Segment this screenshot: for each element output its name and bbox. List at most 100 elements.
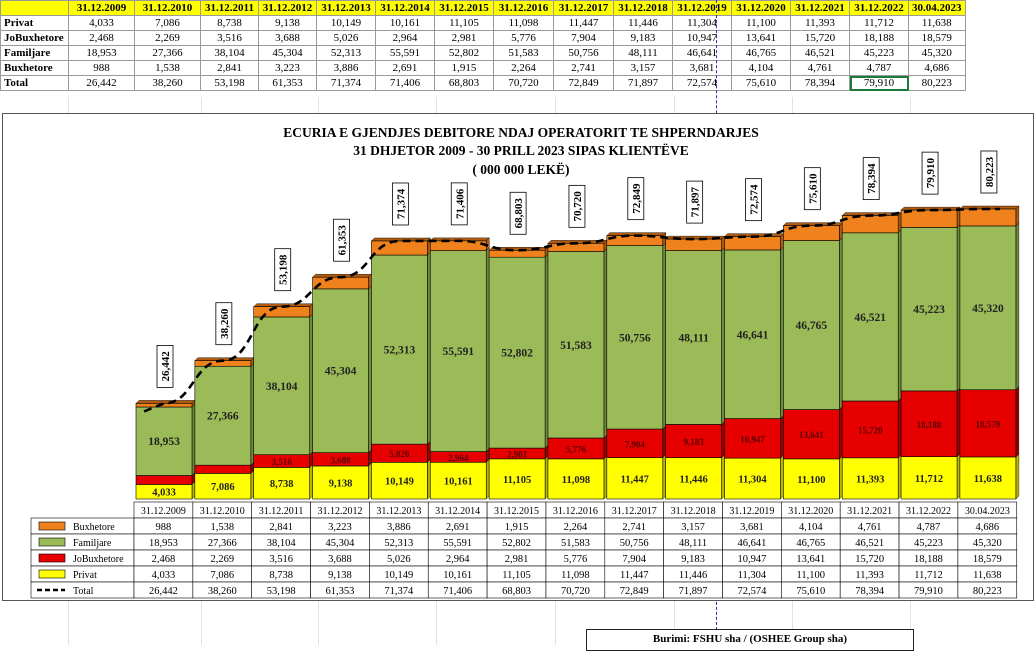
sheet-cell[interactable]: 18,953 bbox=[68, 45, 135, 61]
sheet-cell[interactable]: 50,756 bbox=[553, 45, 614, 61]
sheet-cell[interactable]: 78,394 bbox=[790, 75, 850, 91]
sheet-row-label[interactable]: Buxhetore bbox=[0, 60, 69, 76]
sheet-cell[interactable]: 71,406 bbox=[375, 75, 435, 91]
sheet-cell[interactable]: 2,981 bbox=[434, 30, 494, 46]
sheet-row-label[interactable]: Privat bbox=[0, 15, 69, 31]
sheet-cell[interactable]: 2,264 bbox=[493, 60, 554, 76]
sheet-corner-cell[interactable] bbox=[0, 0, 69, 16]
sheet-cell[interactable]: 9,183 bbox=[613, 30, 673, 46]
sheet-cell[interactable]: 2,468 bbox=[68, 30, 135, 46]
sheet-header-cell[interactable]: 31.12.2010 bbox=[134, 0, 201, 16]
sheet-cell[interactable]: 4,686 bbox=[908, 60, 966, 76]
table-cell-value: 72,849 bbox=[620, 586, 649, 597]
sheet-header-cell[interactable]: 31.12.2013 bbox=[316, 0, 376, 16]
sheet-header-cell[interactable]: 31.12.2021 bbox=[790, 0, 850, 16]
sheet-cell[interactable]: 11,446 bbox=[613, 15, 673, 31]
sheet-cell[interactable]: 4,104 bbox=[731, 60, 791, 76]
sheet-cell[interactable]: 988 bbox=[68, 60, 135, 76]
sheet-cell[interactable]: 18,579 bbox=[908, 30, 966, 46]
sheet-cell[interactable]: 7,904 bbox=[553, 30, 614, 46]
sheet-header-cell[interactable]: 31.12.2014 bbox=[375, 0, 435, 16]
sheet-cell[interactable]: 45,223 bbox=[849, 45, 909, 61]
sheet-cell[interactable]: 48,111 bbox=[613, 45, 673, 61]
sheet-cell[interactable]: 1,538 bbox=[134, 60, 201, 76]
sheet-cell[interactable]: 55,591 bbox=[375, 45, 435, 61]
sheet-cell[interactable]: 75,610 bbox=[731, 75, 791, 91]
sheet-cell[interactable]: 3,688 bbox=[258, 30, 317, 46]
sheet-header-cell[interactable]: 31.12.2022 bbox=[849, 0, 909, 16]
sheet-cell[interactable]: 11,098 bbox=[493, 15, 554, 31]
sheet-cell[interactable]: 45,304 bbox=[258, 45, 317, 61]
sheet-header-cell[interactable]: 31.12.2012 bbox=[258, 0, 317, 16]
sheet-cell[interactable]: 61,353 bbox=[258, 75, 317, 91]
sheet-cell[interactable]: 72,574 bbox=[672, 75, 732, 91]
sheet-cell[interactable]: 1,915 bbox=[434, 60, 494, 76]
selected-cell[interactable]: 79,910 bbox=[849, 75, 909, 91]
bar-segment-side bbox=[662, 242, 666, 430]
sheet-header-cell[interactable]: 31.12.2015 bbox=[434, 0, 494, 16]
sheet-cell[interactable]: 5,776 bbox=[493, 30, 554, 46]
sheet-cell[interactable]: 11,304 bbox=[672, 15, 732, 31]
sheet-cell[interactable]: 11,712 bbox=[849, 15, 909, 31]
sheet-cell[interactable]: 3,681 bbox=[672, 60, 732, 76]
sheet-cell[interactable]: 72,849 bbox=[553, 75, 614, 91]
sheet-cell[interactable]: 10,161 bbox=[375, 15, 435, 31]
sheet-cell[interactable]: 7,086 bbox=[134, 15, 201, 31]
sheet-header-cell[interactable]: 31.12.2020 bbox=[731, 0, 791, 16]
sheet-cell[interactable]: 18,188 bbox=[849, 30, 909, 46]
sheet-cell[interactable]: 4,033 bbox=[68, 15, 135, 31]
sheet-cell[interactable]: 4,787 bbox=[849, 60, 909, 76]
sheet-cell[interactable]: 71,897 bbox=[613, 75, 673, 91]
bar-segment-top bbox=[194, 357, 255, 361]
chart-object[interactable]: ECURIA E GJENDJES DEBITORE NDAJ OPERATOR… bbox=[2, 113, 1034, 601]
sheet-cell[interactable]: 26,442 bbox=[68, 75, 135, 91]
sheet-cell[interactable]: 3,886 bbox=[316, 60, 376, 76]
sheet-cell[interactable]: 11,393 bbox=[790, 15, 850, 31]
sheet-header-cell[interactable]: 31.12.2019 bbox=[672, 0, 732, 16]
sheet-header-cell[interactable]: 31.12.2017 bbox=[553, 0, 614, 16]
sheet-cell[interactable]: 3,516 bbox=[200, 30, 259, 46]
sheet-header-cell[interactable]: 31.12.2011 bbox=[200, 0, 259, 16]
sheet-row-label[interactable]: JoBuxhetore bbox=[0, 30, 69, 46]
sheet-cell[interactable]: 46,641 bbox=[672, 45, 732, 61]
sheet-cell[interactable]: 9,138 bbox=[258, 15, 317, 31]
sheet-cell[interactable]: 45,320 bbox=[908, 45, 966, 61]
sheet-cell[interactable]: 53,198 bbox=[200, 75, 259, 91]
sheet-cell[interactable]: 68,803 bbox=[434, 75, 494, 91]
sheet-cell[interactable]: 2,269 bbox=[134, 30, 201, 46]
sheet-cell[interactable]: 3,223 bbox=[258, 60, 317, 76]
sheet-header-cell[interactable]: 31.12.2009 bbox=[68, 0, 135, 16]
sheet-cell[interactable]: 46,521 bbox=[790, 45, 850, 61]
sheet-cell[interactable]: 11,105 bbox=[434, 15, 494, 31]
sheet-cell[interactable]: 27,366 bbox=[134, 45, 201, 61]
sheet-cell[interactable]: 2,964 bbox=[375, 30, 435, 46]
sheet-header-cell[interactable]: 31.12.2018 bbox=[613, 0, 673, 16]
sheet-cell[interactable]: 52,802 bbox=[434, 45, 494, 61]
sheet-cell[interactable]: 2,691 bbox=[375, 60, 435, 76]
sheet-cell[interactable]: 10,149 bbox=[316, 15, 376, 31]
sheet-cell[interactable]: 71,374 bbox=[316, 75, 376, 91]
sheet-cell[interactable]: 5,026 bbox=[316, 30, 376, 46]
sheet-cell[interactable]: 11,447 bbox=[553, 15, 614, 31]
sheet-cell[interactable]: 11,100 bbox=[731, 15, 791, 31]
sheet-cell[interactable]: 2,841 bbox=[200, 60, 259, 76]
sheet-header-cell[interactable]: 31.12.2016 bbox=[493, 0, 554, 16]
sheet-cell[interactable]: 80,223 bbox=[908, 75, 966, 91]
sheet-cell[interactable]: 46,765 bbox=[731, 45, 791, 61]
sheet-cell[interactable]: 4,761 bbox=[790, 60, 850, 76]
sheet-cell[interactable]: 52,313 bbox=[316, 45, 376, 61]
sheet-row-label[interactable]: Total bbox=[0, 75, 69, 91]
sheet-row-label[interactable]: Familjare bbox=[0, 45, 69, 61]
sheet-cell[interactable]: 38,260 bbox=[134, 75, 201, 91]
sheet-cell[interactable]: 10,947 bbox=[672, 30, 732, 46]
sheet-cell[interactable]: 2,741 bbox=[553, 60, 614, 76]
sheet-cell[interactable]: 8,738 bbox=[200, 15, 259, 31]
sheet-cell[interactable]: 11,638 bbox=[908, 15, 966, 31]
sheet-cell[interactable]: 15,720 bbox=[790, 30, 850, 46]
sheet-cell[interactable]: 13,641 bbox=[731, 30, 791, 46]
sheet-cell[interactable]: 3,157 bbox=[613, 60, 673, 76]
sheet-header-cell[interactable]: 30.04.2023 bbox=[908, 0, 966, 16]
sheet-cell[interactable]: 70,720 bbox=[493, 75, 554, 91]
sheet-cell[interactable]: 51,583 bbox=[493, 45, 554, 61]
sheet-cell[interactable]: 38,104 bbox=[200, 45, 259, 61]
